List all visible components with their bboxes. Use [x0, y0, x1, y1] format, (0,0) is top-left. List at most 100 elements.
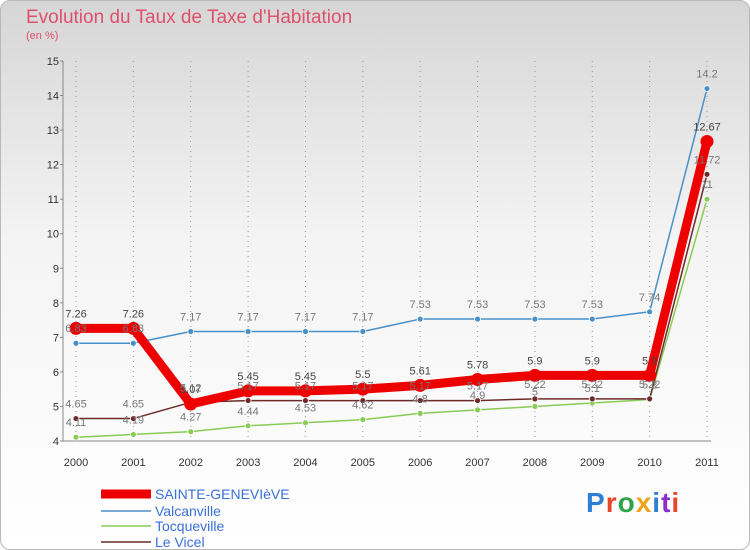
series-3-label-2010: 5.22	[639, 379, 660, 391]
series-1-label-2004: 7.17	[295, 311, 316, 323]
series-2-label-2001: 4.19	[123, 414, 144, 426]
series-0-point-2003	[241, 384, 255, 398]
y-tick-label-8: 8	[53, 298, 59, 310]
series-3-label-2000: 4.65	[65, 399, 86, 411]
series-2-point-2000	[72, 433, 80, 441]
series-1-label-2003: 7.17	[237, 311, 258, 323]
y-tick-label-5: 5	[53, 401, 59, 413]
series-1-point-2000	[72, 339, 80, 347]
series-1-point-2005	[359, 328, 367, 335]
legend-label-3: Le Vicel	[155, 534, 205, 549]
series-0-line	[76, 140, 712, 409]
series-0-point-2008	[528, 368, 542, 382]
series-1-point-2011	[703, 85, 711, 93]
series-0-label-2002: 5.07	[180, 384, 201, 396]
series-1-label-2009: 7.53	[582, 299, 603, 311]
series-2-label-2011: 11	[701, 179, 712, 191]
x-tick-label-2004: 2004	[293, 457, 317, 469]
series-3-point-2005	[359, 397, 367, 404]
x-tick-label-2000: 2000	[64, 457, 88, 469]
series-3-point-2008	[531, 395, 539, 403]
y-tick-label-10: 10	[47, 229, 59, 241]
series-2-label-2008: 5	[532, 386, 538, 398]
series-3-point-2009	[588, 395, 596, 403]
series-3-label-2008: 5.22	[524, 379, 545, 391]
series-2-point-2006	[416, 409, 424, 417]
series-0-label-2006: 5.61	[409, 365, 430, 377]
series-2-label-2005: 4.62	[352, 400, 373, 412]
series-3-point-2003	[244, 397, 252, 404]
y-tick-label-9: 9	[53, 263, 59, 275]
logo-letter: r	[605, 487, 618, 518]
series-2-point-2003	[244, 422, 252, 430]
x-tick-label-2006: 2006	[408, 457, 432, 469]
logo-letter: x	[635, 487, 653, 518]
series-1-label-2002: 7.17	[180, 311, 201, 323]
x-tick-label-2001: 2001	[121, 457, 145, 469]
series-2-point-2011	[703, 195, 711, 203]
series-2-label-2003: 4.44	[237, 406, 258, 418]
series-1-point-2008	[531, 315, 539, 323]
series-0-label-2008: 5.9	[527, 355, 542, 367]
series-1-label-2001: 6.83	[123, 323, 144, 335]
series-0-point-2009	[585, 368, 599, 382]
legend-label-0: SAINTE-GENEVIèVE	[155, 486, 290, 502]
y-tick-label-7: 7	[53, 332, 59, 344]
series-2-point-2002	[187, 428, 195, 436]
series-0-point-2004	[298, 384, 312, 398]
series-3-label-2006: 5.17	[409, 381, 430, 393]
y-tick-label-15: 15	[47, 56, 59, 68]
series-1-label-2007: 7.53	[467, 299, 488, 311]
series-0-label-2009: 5.9	[585, 355, 600, 367]
series-1-point-2001	[129, 339, 137, 347]
series-1-point-2007	[474, 315, 481, 323]
series-1-point-2003	[244, 328, 252, 335]
series-3-point-2006	[416, 397, 424, 404]
series-1-point-2006	[416, 315, 424, 323]
legend-label-2: Tocqueville	[155, 518, 224, 534]
series-3-point-2010	[646, 395, 654, 403]
series-0-label-2003: 5.45	[237, 371, 258, 383]
series-0-point-2006	[413, 378, 427, 392]
series-2-line	[75, 198, 708, 438]
series-3-label-2004: 5.17	[295, 381, 316, 393]
series-2-label-2000: 4.11	[66, 417, 87, 429]
x-tick-label-2010: 2010	[637, 457, 661, 469]
series-2-label-2010: 5.2	[642, 380, 657, 392]
series-0-label-2001: 7.26	[123, 308, 144, 320]
series-3-point-2007	[474, 397, 481, 404]
x-tick-label-2003: 2003	[236, 457, 260, 469]
series-0-label-2005: 5.5	[355, 369, 370, 381]
series-0-point-2010	[643, 368, 657, 382]
logo-letter: o	[617, 487, 636, 518]
series-0-point-2005	[356, 382, 370, 396]
series-3-line	[76, 174, 708, 420]
chart-title: Evolution du Taux de Taxe d'Habitation	[26, 7, 353, 28]
y-tick-label-13: 13	[47, 125, 59, 137]
series-3-point-2000	[72, 415, 80, 422]
x-tick-label-2009: 2009	[580, 457, 604, 469]
y-tick-label-12: 12	[47, 160, 59, 172]
chart-unit: (en %)	[26, 30, 59, 42]
y-tick-label-4: 4	[53, 436, 59, 448]
series-2-label-2002: 4.27	[180, 412, 201, 424]
series-2-label-2007: 4.9	[470, 390, 485, 402]
series-0-point-2000	[69, 321, 83, 335]
series-1-point-2002	[187, 328, 195, 335]
series-3-label-2011: 11.72	[694, 154, 721, 166]
y-tick-label-14: 14	[47, 91, 59, 103]
series-3-label-2009: 5.22	[582, 379, 603, 391]
series-3-label-2002: 5.12	[180, 382, 201, 394]
x-tick-label-2005: 2005	[351, 457, 375, 469]
series-3-point-2001	[129, 415, 137, 422]
series-3-label-2003: 5.17	[237, 381, 258, 393]
series-1-point-2010	[646, 308, 654, 316]
series-3-label-2005: 5.17	[352, 381, 373, 393]
series-0-label-2011: 12.67	[693, 121, 721, 133]
series-0-label-2007: 5.78	[467, 360, 488, 372]
y-tick-label-11: 11	[48, 194, 59, 206]
series-0-point-2001	[126, 321, 140, 335]
series-1-label-2000: 6.83	[65, 323, 86, 335]
series-2-label-2006: 4.8	[413, 393, 428, 405]
